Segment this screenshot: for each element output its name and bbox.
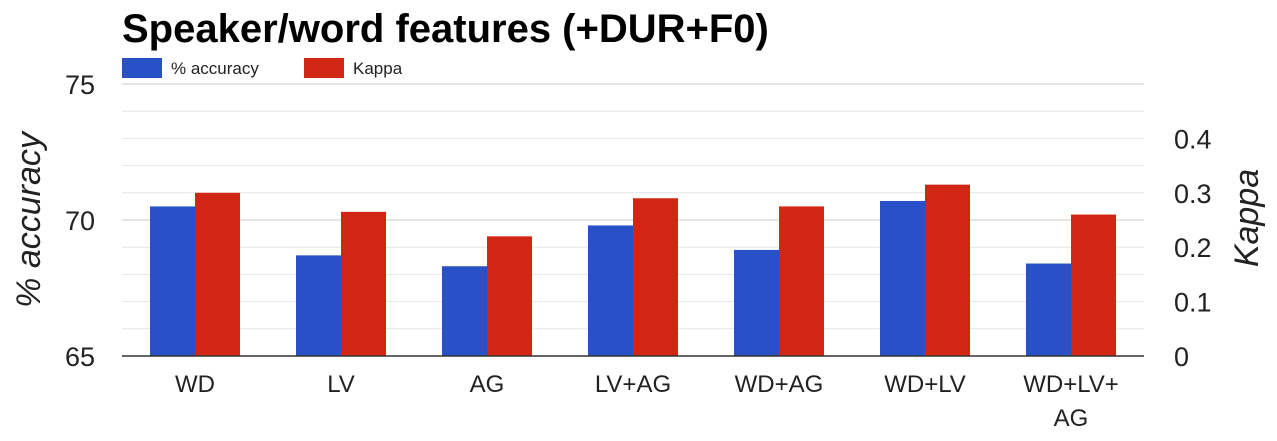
left-axis-title: % accuracy xyxy=(10,130,48,308)
legend-swatch-kappa xyxy=(304,58,344,78)
left-axis-ticks: 65 70 75 xyxy=(65,70,95,372)
bar-kappa xyxy=(195,192,240,356)
category-label: AG xyxy=(470,371,505,398)
category-labels: WD LV AG LV+AG WD+AG WD+LV WD+LV+ AG xyxy=(175,371,1119,432)
bar-accuracy xyxy=(1026,263,1071,356)
legend: % accuracy Kappa xyxy=(122,58,403,78)
right-axis-tick-label: 0.1 xyxy=(1174,288,1212,318)
right-axis-ticks: 0 0.1 0.2 0.3 0.4 xyxy=(1174,124,1212,372)
right-axis-tick-label: 0.3 xyxy=(1174,179,1212,209)
category-label: WD+LV+ xyxy=(1023,371,1119,398)
bar-accuracy xyxy=(150,206,195,356)
bar-kappa xyxy=(925,184,970,356)
bar-kappa xyxy=(779,206,824,356)
chart-title: Speaker/word features (+DUR+F0) xyxy=(122,7,769,51)
legend-label-kappa: Kappa xyxy=(353,59,403,78)
legend-swatch-accuracy xyxy=(122,58,162,78)
category-label: WD+LV xyxy=(884,371,966,398)
category-label: WD+AG xyxy=(735,371,824,398)
category-label: AG xyxy=(1054,405,1089,432)
right-axis-title: Kappa xyxy=(1228,169,1266,267)
bar-accuracy xyxy=(734,249,779,356)
left-axis-tick-label: 65 xyxy=(65,342,95,372)
bar-kappa xyxy=(633,198,678,356)
left-axis-tick-label: 70 xyxy=(65,206,95,236)
bar-kappa xyxy=(487,236,532,356)
legend-label-accuracy: % accuracy xyxy=(171,59,259,78)
bar-accuracy xyxy=(442,266,487,356)
category-label: LV xyxy=(327,371,355,398)
bar-accuracy xyxy=(880,200,925,356)
category-label: LV+AG xyxy=(595,371,671,398)
category-label: WD xyxy=(175,371,215,398)
bars xyxy=(150,184,1116,356)
right-axis-tick-label: 0 xyxy=(1174,342,1189,372)
right-axis-tick-label: 0.4 xyxy=(1174,124,1212,154)
bar-kappa xyxy=(1071,214,1116,356)
bar-kappa xyxy=(341,211,386,356)
right-axis-tick-label: 0.2 xyxy=(1174,233,1212,263)
left-axis-tick-label: 75 xyxy=(65,70,95,100)
bar-accuracy xyxy=(588,225,633,356)
bar-accuracy xyxy=(296,255,341,356)
